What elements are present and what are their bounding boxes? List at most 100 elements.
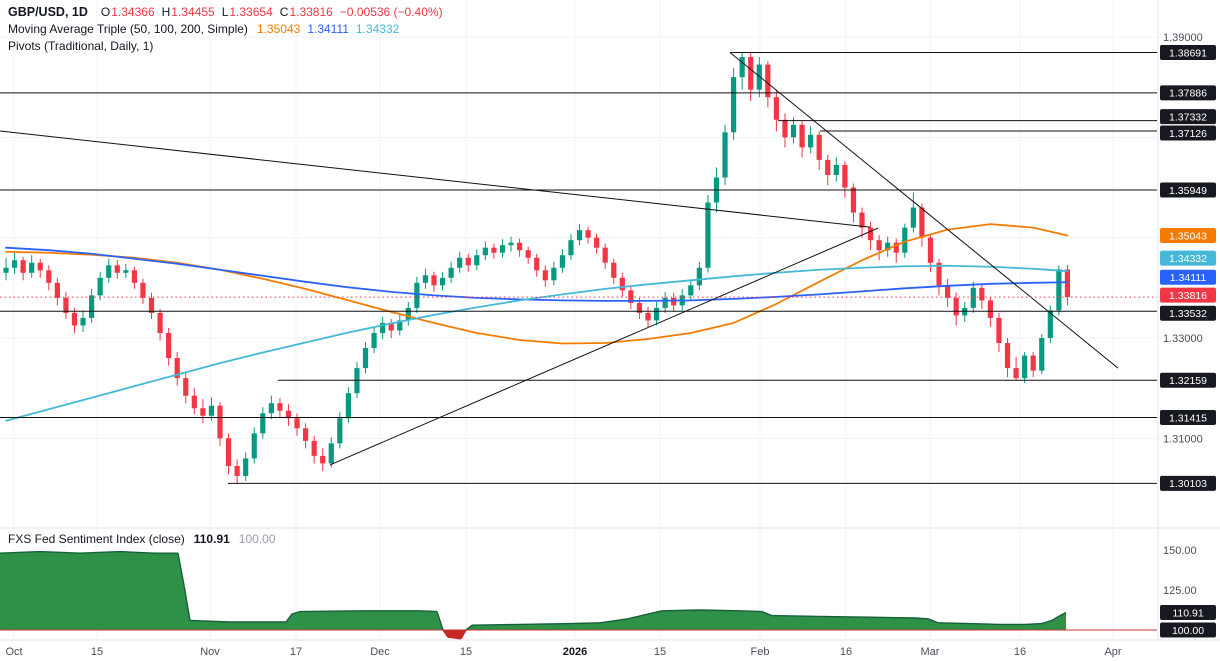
sentiment-line-segment <box>119 550 156 554</box>
candle <box>328 437 334 468</box>
svg-text:1.35949: 1.35949 <box>1169 185 1207 197</box>
sentiment-line-segment <box>471 623 521 626</box>
price-badge: 1.32159 <box>1160 372 1216 388</box>
candle <box>140 278 146 304</box>
candle <box>499 239 506 258</box>
pivots-indicator-label[interactable]: Pivots (Traditional, Daily, 1) <box>8 39 154 53</box>
ma-layer <box>5 223 1069 422</box>
candle <box>474 249 480 271</box>
trendline[interactable] <box>729 52 1119 369</box>
candle <box>277 398 283 419</box>
candle <box>320 448 326 471</box>
candle <box>1056 265 1062 316</box>
candle <box>748 53 754 102</box>
sentiment-line-segment <box>436 611 444 631</box>
sentiment-line-segment <box>183 585 191 621</box>
candle <box>1039 333 1045 375</box>
candle <box>619 272 625 297</box>
candle <box>217 402 223 446</box>
candle <box>517 238 523 257</box>
candle <box>731 68 737 140</box>
candle <box>765 61 771 108</box>
price-badge: 1.37332 <box>1160 109 1216 125</box>
sentiment-line-segment <box>291 610 301 615</box>
symbol-title[interactable]: GBP/USD, 1D <box>8 5 88 19</box>
sentiment-line-segment <box>771 614 821 618</box>
time-axis-label: 17 <box>290 646 302 658</box>
svg-text:100.00: 100.00 <box>1172 625 1204 637</box>
sentiment-line-segment <box>1041 619 1053 625</box>
low-value: 1.33654 <box>229 5 273 19</box>
sentiment-line-segment <box>447 636 462 640</box>
candle <box>945 278 951 307</box>
candle <box>559 249 565 273</box>
candle <box>653 301 660 326</box>
price-badge: 1.35949 <box>1160 182 1216 198</box>
time-axis-label: 16 <box>1014 646 1026 658</box>
ma200-value: 1.34332 <box>355 22 400 36</box>
sentiment-line-segment <box>442 629 449 638</box>
ma-indicator-row: Moving Average Triple (50, 100, 200, Sim… <box>8 21 443 38</box>
candle <box>37 258 43 278</box>
price-badge: 1.35043 <box>1160 228 1216 244</box>
sentiment-line-segment <box>460 629 467 640</box>
candle <box>491 243 497 259</box>
candle <box>696 261 702 291</box>
candle <box>457 251 463 273</box>
candle <box>208 397 215 421</box>
sentiment-line-segment <box>1024 622 1043 626</box>
sentiment-line-segment <box>761 610 773 617</box>
sentiment-line-segment <box>189 619 231 623</box>
candle <box>756 57 762 98</box>
sentiment-line-segment <box>465 624 473 631</box>
sentiment-line-segment <box>79 550 121 554</box>
candle <box>962 301 968 322</box>
ma100-line[interactable] <box>5 246 1069 302</box>
sentiment-line-segment <box>627 613 649 620</box>
svg-text:1.33532: 1.33532 <box>1169 308 1207 320</box>
candle <box>739 52 745 90</box>
candle <box>114 260 120 279</box>
candle <box>910 192 916 233</box>
candle <box>987 296 993 327</box>
high-value: 1.34455 <box>171 5 215 19</box>
ma-indicator-label[interactable]: Moving Average Triple (50, 100, 200, Sim… <box>8 22 248 36</box>
time-axis-label: Nov <box>200 646 220 658</box>
ma100-value: 1.34111 <box>307 22 349 36</box>
sentiment-area-negative <box>0 630 1066 639</box>
time-axis-label: 15 <box>91 646 103 658</box>
candle <box>397 313 403 336</box>
candle <box>919 203 925 247</box>
sentiment-indicator-label[interactable]: FXS Fed Sentiment Index (close) <box>8 532 185 546</box>
time-axis-label: Apr <box>1104 646 1121 658</box>
candle <box>525 246 531 264</box>
price-badge: 1.31415 <box>1160 410 1216 426</box>
price-badge: 1.38691 <box>1160 45 1216 61</box>
time-axis[interactable] <box>0 641 1220 661</box>
candle <box>183 372 189 404</box>
candle <box>953 292 959 326</box>
close-value: 1.33816 <box>289 5 333 19</box>
candle <box>722 124 728 185</box>
price-badge: 1.34332 <box>1160 250 1216 266</box>
sentiment-line-segment <box>927 618 939 624</box>
candle <box>465 253 471 272</box>
svg-text:1.33816: 1.33816 <box>1169 290 1207 302</box>
candle <box>191 388 197 415</box>
sentiment-line-segment <box>699 609 741 612</box>
low-label: L <box>221 5 229 19</box>
svg-text:1.30103: 1.30103 <box>1169 478 1207 490</box>
open-label: O <box>100 5 111 19</box>
svg-text:1.35043: 1.35043 <box>1169 230 1207 242</box>
sentiment-line-segment <box>419 610 438 613</box>
trendline[interactable] <box>329 227 879 466</box>
svg-text:1.34332: 1.34332 <box>1169 253 1207 265</box>
symbol-ohlc-row: GBP/USD, 1D O 1.34366 H 1.34455 L 1.33654 C… <box>8 4 443 21</box>
trendline[interactable] <box>0 130 871 228</box>
ma50-line[interactable] <box>5 223 1069 345</box>
candle <box>611 258 617 284</box>
sentiment-panel[interactable] <box>0 550 1157 640</box>
candle <box>106 258 112 283</box>
